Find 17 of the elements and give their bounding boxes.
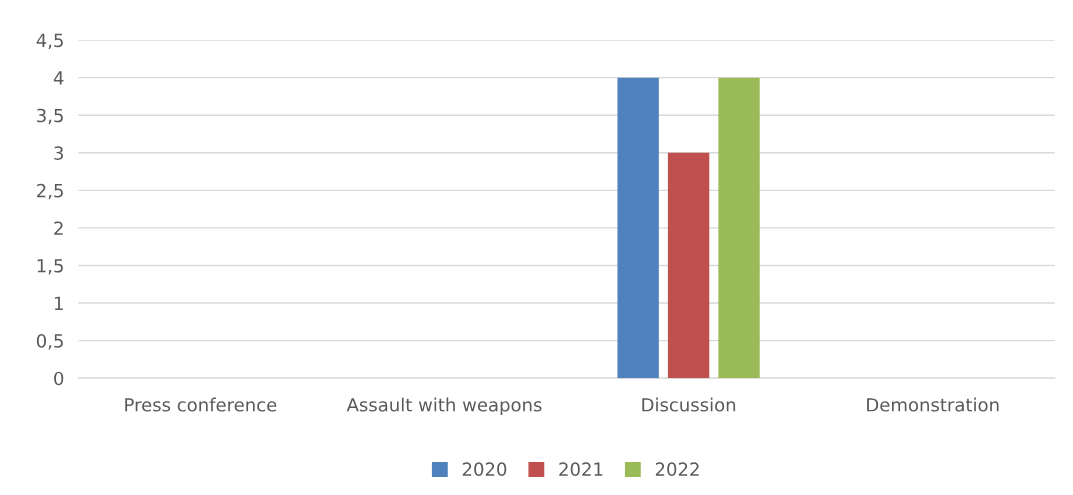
y-tick-label: 0 xyxy=(54,371,64,386)
legend-label: 2020 xyxy=(462,462,507,477)
x-tick-label: Demonstration xyxy=(867,397,999,412)
legend-label: 2022 xyxy=(655,462,699,477)
y-tick-label: 0,5 xyxy=(36,334,63,350)
legend-label: 2021 xyxy=(559,462,603,477)
y-tick-label: 4,5 xyxy=(36,33,63,50)
y-tick-label: 1 xyxy=(54,296,63,310)
y-tick-label: 3,5 xyxy=(37,108,63,125)
x-tick-label: Discussion xyxy=(642,397,736,412)
y-tick-label: 1,5 xyxy=(37,259,63,275)
y-tick-label: 2 xyxy=(54,221,63,235)
x-tick-label: Press conference xyxy=(125,397,277,412)
y-tick-label: 2,5 xyxy=(37,183,63,200)
y-tick-label: 4 xyxy=(53,71,64,85)
x-tick-label: Assault with weapons xyxy=(346,397,542,416)
y-tick-label: 3 xyxy=(54,146,63,160)
